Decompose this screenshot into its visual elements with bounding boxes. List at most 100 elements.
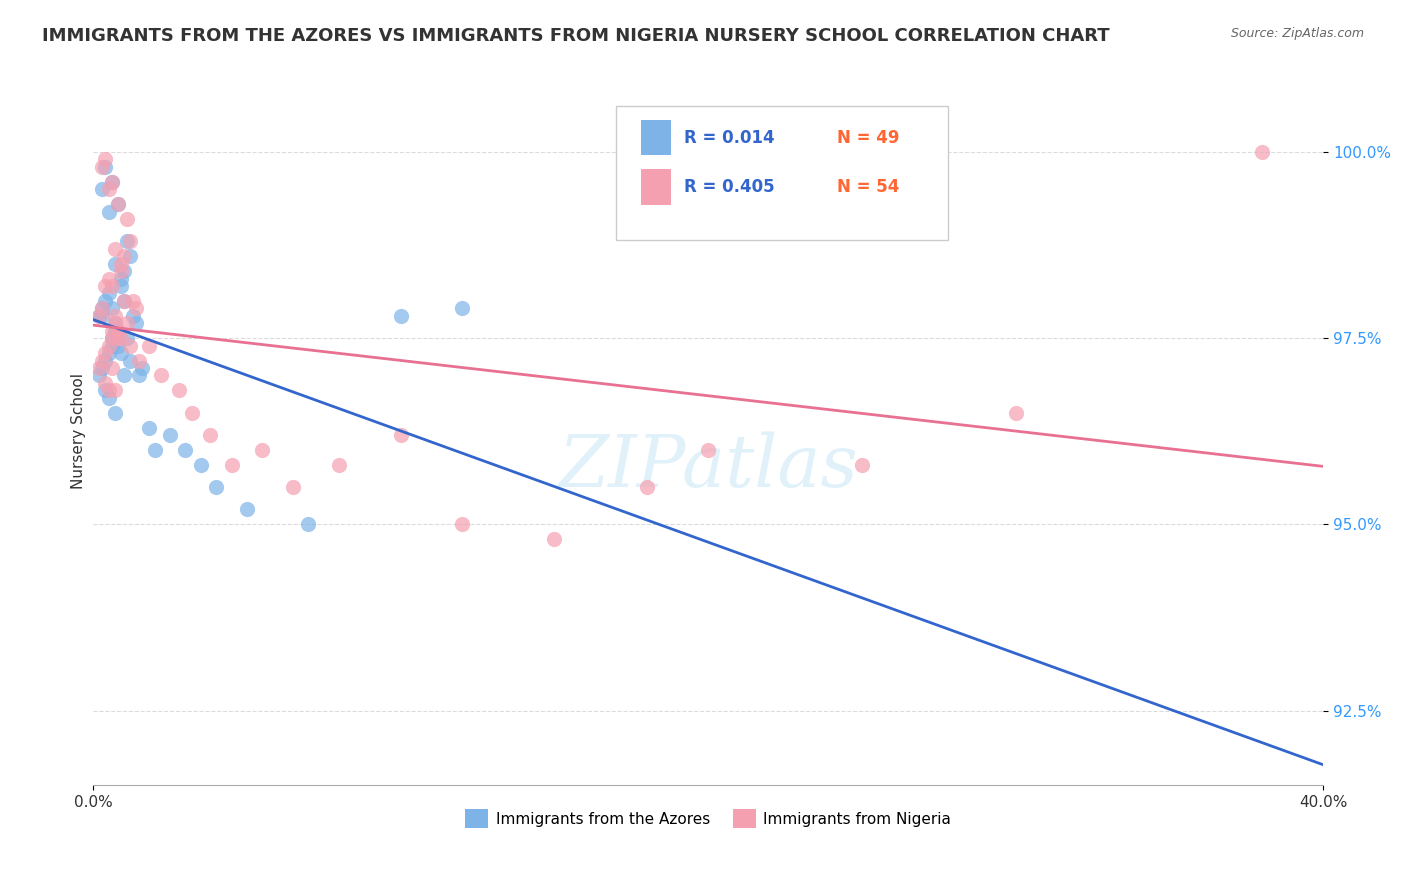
Point — [97, 204, 120, 219]
Point — [110, 271, 132, 285]
Point — [122, 293, 145, 308]
Point — [115, 211, 138, 226]
Point — [89, 309, 111, 323]
Text: ZIPatlas: ZIPatlas — [558, 432, 858, 502]
Point — [94, 346, 117, 360]
Point — [107, 197, 129, 211]
Point — [112, 264, 135, 278]
Point — [190, 458, 212, 472]
Point — [110, 264, 132, 278]
Point — [104, 257, 127, 271]
Point — [94, 293, 117, 308]
Point — [297, 517, 319, 532]
Point — [110, 279, 132, 293]
Point — [97, 384, 120, 398]
Point — [100, 331, 122, 345]
Point — [389, 428, 412, 442]
Point — [94, 376, 117, 390]
Point — [120, 235, 142, 249]
Point — [236, 502, 259, 516]
Point — [115, 331, 138, 345]
Legend: Immigrants from the Azores, Immigrants from Nigeria: Immigrants from the Azores, Immigrants f… — [458, 803, 957, 834]
Point — [1250, 145, 1272, 159]
Point — [104, 406, 127, 420]
Point — [100, 324, 122, 338]
Text: N = 49: N = 49 — [838, 128, 900, 146]
Point — [205, 480, 228, 494]
Point — [120, 338, 142, 352]
Point — [107, 197, 129, 211]
Point — [122, 309, 145, 323]
Point — [112, 249, 135, 263]
Point — [138, 338, 160, 352]
Point — [91, 301, 114, 316]
Point — [120, 353, 142, 368]
Point — [110, 346, 132, 360]
Point — [110, 257, 132, 271]
Point — [94, 160, 117, 174]
Point — [120, 249, 142, 263]
Point — [91, 301, 114, 316]
Point — [104, 316, 127, 330]
Text: IMMIGRANTS FROM THE AZORES VS IMMIGRANTS FROM NIGERIA NURSERY SCHOOL CORRELATION: IMMIGRANTS FROM THE AZORES VS IMMIGRANTS… — [42, 27, 1109, 45]
FancyBboxPatch shape — [616, 106, 948, 240]
Point — [104, 309, 127, 323]
Point — [110, 331, 132, 345]
Point — [174, 442, 197, 457]
Text: R = 0.014: R = 0.014 — [683, 128, 775, 146]
Point — [94, 353, 117, 368]
Point — [128, 368, 150, 383]
Point — [97, 391, 120, 405]
Point — [543, 533, 565, 547]
Point — [100, 175, 122, 189]
Point — [104, 384, 127, 398]
Point — [115, 316, 138, 330]
Point — [97, 346, 120, 360]
Point — [97, 182, 120, 196]
Point — [104, 324, 127, 338]
Point — [328, 458, 350, 472]
Point — [104, 242, 127, 256]
Point — [180, 406, 202, 420]
Point — [451, 301, 474, 316]
Point — [125, 316, 148, 330]
Point — [94, 153, 117, 167]
Point — [107, 331, 129, 345]
Point — [112, 293, 135, 308]
Point — [221, 458, 243, 472]
Point — [159, 428, 181, 442]
Point — [697, 442, 720, 457]
Point — [389, 309, 412, 323]
Point — [125, 301, 148, 316]
Point — [100, 360, 122, 375]
Point — [100, 301, 122, 316]
Point — [89, 309, 111, 323]
Point — [100, 331, 122, 345]
Point — [131, 360, 153, 375]
Point — [281, 480, 304, 494]
Point — [91, 353, 114, 368]
Point — [94, 384, 117, 398]
Point — [115, 235, 138, 249]
Point — [107, 324, 129, 338]
Point — [94, 279, 117, 293]
Point — [451, 517, 474, 532]
Point — [91, 160, 114, 174]
Text: Source: ZipAtlas.com: Source: ZipAtlas.com — [1230, 27, 1364, 40]
Point — [1004, 406, 1026, 420]
Y-axis label: Nursery School: Nursery School — [72, 373, 86, 490]
Point — [636, 480, 658, 494]
Point — [252, 442, 274, 457]
Point — [97, 271, 120, 285]
Point — [112, 293, 135, 308]
Point — [149, 368, 172, 383]
Point — [851, 458, 873, 472]
Point — [91, 182, 114, 196]
Point — [89, 360, 111, 375]
Point — [100, 279, 122, 293]
Point — [97, 286, 120, 301]
Point — [97, 338, 120, 352]
Point — [128, 353, 150, 368]
Point — [100, 338, 122, 352]
Point — [91, 360, 114, 375]
